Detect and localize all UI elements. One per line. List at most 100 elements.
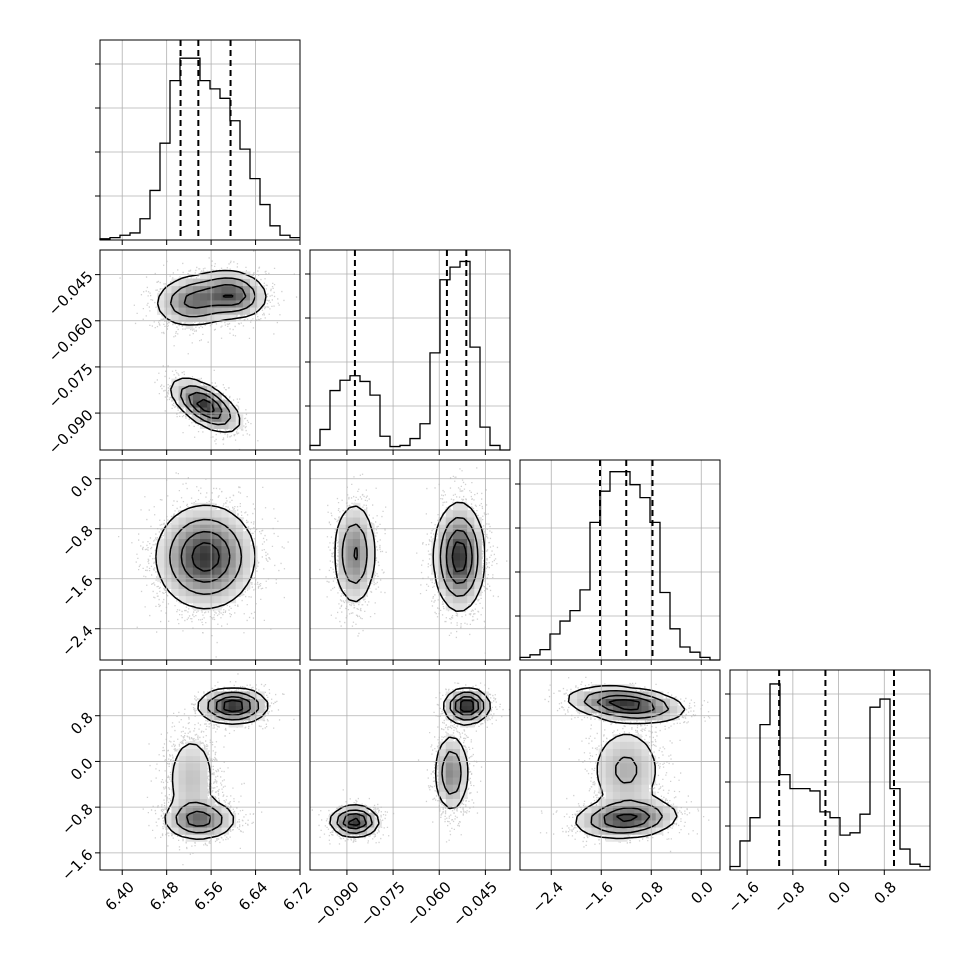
density-cell xyxy=(345,510,354,518)
density-cell xyxy=(221,278,229,287)
density-cell xyxy=(452,574,461,582)
density-cell xyxy=(157,560,165,568)
density-cell xyxy=(192,414,201,422)
density-cell xyxy=(157,300,165,308)
density-cell xyxy=(360,538,368,547)
density-cell xyxy=(584,827,592,835)
density-cell xyxy=(221,820,229,828)
density-cell xyxy=(214,300,222,308)
density-cell xyxy=(598,684,607,692)
density-cell xyxy=(670,705,678,714)
density-cell xyxy=(360,805,368,814)
density-cell xyxy=(164,820,172,828)
density-cell xyxy=(360,588,368,597)
density-cell xyxy=(171,560,179,568)
density-cell xyxy=(352,588,361,597)
density-cell xyxy=(352,538,361,547)
density-cell xyxy=(460,762,468,771)
density-cell xyxy=(228,517,237,525)
density-cell xyxy=(641,748,649,757)
density-cell xyxy=(185,581,194,589)
density-cell xyxy=(185,755,194,764)
density-cell xyxy=(445,755,454,764)
density-cell xyxy=(345,827,354,835)
density-cell xyxy=(228,524,237,532)
density-cell xyxy=(178,292,187,301)
density-cell xyxy=(250,560,258,568)
density-cell xyxy=(171,385,179,394)
density-cell xyxy=(620,755,628,764)
density-cell xyxy=(185,784,194,792)
density-cell xyxy=(360,545,368,554)
density-cell xyxy=(641,798,649,807)
density-cell xyxy=(221,827,229,835)
density-cell xyxy=(242,552,251,561)
density-cell xyxy=(192,278,201,287)
density-cell xyxy=(648,827,657,835)
density-cell xyxy=(171,805,179,814)
density-cell xyxy=(200,595,208,604)
density-cell xyxy=(460,698,468,707)
density-cell xyxy=(627,755,635,764)
density-cell xyxy=(214,560,222,568)
density-cell xyxy=(655,698,664,707)
density-cell xyxy=(627,820,635,828)
density-contour xyxy=(169,518,243,596)
histogram-panel-frame xyxy=(99,39,301,241)
density-cell xyxy=(178,531,187,539)
density-cell xyxy=(598,812,607,821)
density-cell xyxy=(460,602,468,611)
density-cell xyxy=(200,602,208,611)
density-cell xyxy=(185,524,194,532)
density-cell xyxy=(171,292,179,301)
density-cell xyxy=(445,552,454,561)
density-cell xyxy=(242,574,251,582)
density-cell xyxy=(620,762,628,771)
x-tick-label: 0.8 xyxy=(870,878,900,908)
density-cell xyxy=(445,691,454,699)
density-cell xyxy=(452,581,461,589)
density-cell xyxy=(242,292,251,301)
density-cell xyxy=(185,805,194,814)
histogram-panel-frame xyxy=(519,459,721,661)
density-cell xyxy=(178,517,187,525)
density-cell xyxy=(242,285,251,294)
density-cell xyxy=(460,595,468,604)
density-cell xyxy=(612,755,621,764)
density-cell xyxy=(185,300,194,308)
density-cell xyxy=(445,784,454,792)
density-cell xyxy=(192,314,201,322)
density-cell xyxy=(634,755,642,764)
y-tick-label: −0.8 xyxy=(58,800,96,838)
density-cell xyxy=(221,712,229,721)
y-tick-label: −0.060 xyxy=(45,314,97,366)
density-cell xyxy=(474,524,482,532)
density-cell xyxy=(591,820,599,828)
density-cell xyxy=(185,285,194,294)
density-cell xyxy=(641,755,649,764)
density-cell xyxy=(605,762,614,771)
density-cell xyxy=(242,712,251,721)
density-cell xyxy=(192,552,201,561)
density-cell xyxy=(452,502,461,511)
density-cell xyxy=(460,712,468,721)
density-cell xyxy=(228,560,237,568)
density-cell xyxy=(584,820,592,828)
density-cell xyxy=(200,798,208,807)
density-cell xyxy=(431,552,439,561)
density-cell xyxy=(171,552,179,561)
x-tick-label: −0.8 xyxy=(770,878,808,916)
y-tick-label: 0.8 xyxy=(67,709,97,739)
density-cell xyxy=(200,510,208,518)
density-cell xyxy=(221,545,229,554)
density-cell xyxy=(605,755,614,764)
density-cell xyxy=(200,524,208,532)
histogram-step-line xyxy=(729,683,930,870)
density-cell xyxy=(235,712,244,721)
y-tick-label: 0.0 xyxy=(67,472,97,502)
density-cell xyxy=(598,705,607,714)
density-cell xyxy=(598,755,607,764)
density-cell xyxy=(634,812,642,821)
density-cell xyxy=(634,791,642,799)
density-cell xyxy=(627,798,635,807)
